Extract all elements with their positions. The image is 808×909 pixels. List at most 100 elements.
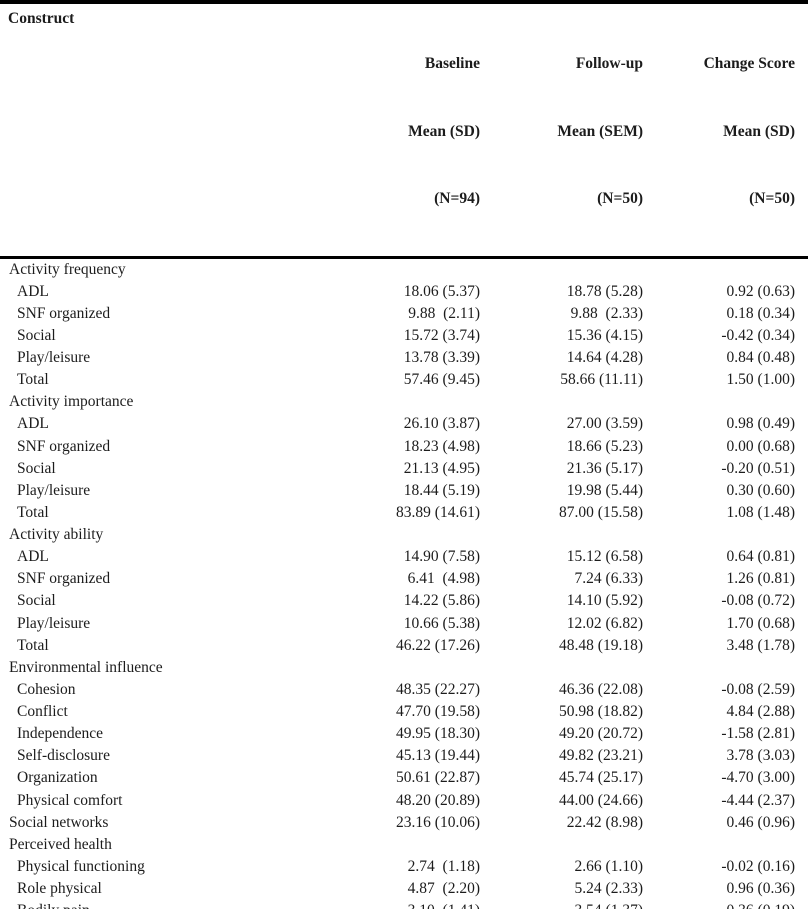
table-row: Activity ability xyxy=(0,524,808,546)
baseline-cell: 21.13 (4.95) xyxy=(403,459,480,477)
followup-cell: 14.10 (5.92) xyxy=(566,592,643,610)
construct-cell: ADL xyxy=(17,415,49,433)
column-header-construct: Construct xyxy=(8,10,75,27)
table-body: Activity frequency ADL 18.06 (5.37) 18.7… xyxy=(0,259,808,909)
followup-cell: 7.24 (6.33) xyxy=(574,570,643,588)
change-score-cell: 1.70 (0.68) xyxy=(726,614,795,632)
construct-cell: ADL xyxy=(17,282,49,300)
followup-cell: 48.48 (19.18) xyxy=(559,636,643,654)
baseline-cell: 4.87 (2.20) xyxy=(407,880,480,898)
followup-cell: 9.88 (2.33) xyxy=(570,304,643,322)
construct-cell: Bodily pain xyxy=(0,901,318,909)
baseline-cell: 49.95 (18.30) xyxy=(396,725,480,743)
change-score-cell: 0.84 (0.48) xyxy=(726,349,795,367)
table-row: Independence 49.95 (18.30) 49.20 (20.72)… xyxy=(0,723,808,745)
table-row: Total 57.46 (9.45) 58.66 (11.11) 1.50 (1… xyxy=(0,369,808,391)
table-row: Role physical 4.87 (2.20) 5.24 (2.33) 0.… xyxy=(0,878,808,900)
table-row: Social 21.13 (4.95) 21.36 (5.17) -0.20 (… xyxy=(0,458,808,480)
baseline-cell: 13.78 (3.39) xyxy=(403,349,480,367)
table-header: Construct Baseline Mean (SD) (N=94) Foll… xyxy=(0,4,808,256)
construct-cell: Conflict xyxy=(17,703,68,721)
header-separator-rule xyxy=(0,255,808,259)
construct-cell: Social xyxy=(17,592,56,610)
baseline-cell: 50.61 (22.87) xyxy=(396,769,480,787)
followup-cell: 15.12 (6.58) xyxy=(566,548,643,566)
table-row: Social 14.22 (5.86) 14.10 (5.92) -0.08 (… xyxy=(0,590,808,612)
baseline-header-statistic: Mean (SD) xyxy=(408,122,480,140)
column-header-baseline: Baseline Mean (SD) (N=94) xyxy=(318,8,488,256)
baseline-cell: 10.66 (5.38) xyxy=(403,614,480,632)
construct-cell: Physical comfort xyxy=(17,791,123,809)
table-row: ADL 18.06 (5.37) 18.78 (5.28) 0.92 (0.63… xyxy=(0,281,808,303)
construct-cell: Total xyxy=(17,371,49,389)
construct-cell: Activity frequency xyxy=(9,260,126,278)
followup-cell: 22.42 (8.98) xyxy=(566,813,643,831)
construct-cell: Perceived health xyxy=(9,835,112,853)
change-score-cell: 0.46 (0.96) xyxy=(726,813,795,831)
table-row: Conflict 47.70 (19.58) 50.98 (18.82) 4.8… xyxy=(0,701,808,723)
table-row: Social 15.72 (3.74) 15.36 (4.15) -0.42 (… xyxy=(0,325,808,347)
baseline-header-sample-size: (N=94) xyxy=(434,190,480,207)
change-score-cell: -4.70 (3.00) xyxy=(721,769,795,787)
construct-cell: SNF organized xyxy=(17,570,111,588)
column-header-followup: Follow-up Mean (SEM) (N=50) xyxy=(488,8,653,256)
construct-cell: Total xyxy=(17,503,49,521)
table-row: Social networks 23.16 (10.06) 22.42 (8.9… xyxy=(0,812,808,834)
table-row: SNF organized 6.41 (4.98) 7.24 (6.33) 1.… xyxy=(0,568,808,590)
change-score-cell: 0.30 (0.60) xyxy=(726,481,795,499)
table-row: Environmental influence xyxy=(0,657,808,679)
table-row: Physical functioning 2.74 (1.18) 2.66 (1… xyxy=(0,856,808,878)
construct-cell: Role physical xyxy=(17,880,102,898)
change-score-cell: 0.96 (0.36) xyxy=(726,880,795,898)
baseline-cell: 23.16 (10.06) xyxy=(396,813,480,831)
table-row: SNF organized 9.88 (2.11) 9.88 (2.33) 0.… xyxy=(0,303,808,325)
baseline-cell: 83.89 (14.61) xyxy=(396,503,480,521)
followup-header-sample-size: (N=50) xyxy=(597,190,643,207)
change-score-cell: -0.20 (0.51) xyxy=(721,459,795,477)
table-row: Physical comfort 48.20 (20.89) 44.00 (24… xyxy=(0,790,808,812)
change-score-cell: 1.08 (1.48) xyxy=(726,503,795,521)
construct-cell: Organization xyxy=(17,769,98,787)
change-header-title: Change Score xyxy=(703,55,795,72)
followup-cell: 19.98 (5.44) xyxy=(566,481,643,499)
construct-cell: Cohesion xyxy=(17,680,76,698)
change-score-cell: 0.00 (0.68) xyxy=(726,437,795,455)
table-row: Organization 50.61 (22.87) 45.74 (25.17)… xyxy=(0,767,808,789)
change-score-cell: 1.26 (0.81) xyxy=(726,570,795,588)
construct-cell: Social xyxy=(17,326,56,344)
construct-cell: SNF organized xyxy=(17,437,111,455)
table-row: SNF organized 18.23 (4.98) 18.66 (5.23) … xyxy=(0,436,808,458)
table-row: Self-disclosure 45.13 (19.44) 49.82 (23.… xyxy=(0,745,808,767)
table-row: Activity importance xyxy=(0,391,808,413)
construct-cell: Play/leisure xyxy=(17,481,91,499)
construct-cell: Social networks xyxy=(9,813,109,831)
baseline-cell: 6.41 (4.98) xyxy=(407,570,480,588)
table-row: Play/leisure 10.66 (5.38) 12.02 (6.82) 1… xyxy=(0,613,808,635)
construct-cell: Total xyxy=(17,636,49,654)
followup-cell: 12.02 (6.82) xyxy=(566,614,643,632)
baseline-cell: 14.90 (7.58) xyxy=(403,548,480,566)
baseline-cell: 18.44 (5.19) xyxy=(403,481,480,499)
baseline-cell: 26.10 (3.87) xyxy=(403,415,480,433)
baseline-cell: 9.88 (2.11) xyxy=(408,304,480,322)
baseline-cell: 48.20 (20.89) xyxy=(396,791,480,809)
baseline-cell: 18.23 (4.98) xyxy=(403,437,480,455)
construct-cell: Physical functioning xyxy=(17,857,145,875)
baseline-cell: 48.35 (22.27) xyxy=(396,680,480,698)
table-row: Play/leisure 18.44 (5.19) 19.98 (5.44) 0… xyxy=(0,480,808,502)
construct-cell: ADL xyxy=(17,548,49,566)
followup-cell: 3.54 (1.37) xyxy=(488,901,653,909)
change-score-cell: 0.18 (0.34) xyxy=(726,304,795,322)
followup-cell: 87.00 (15.58) xyxy=(559,503,643,521)
baseline-cell: 47.70 (19.58) xyxy=(396,703,480,721)
change-score-cell: 4.84 (2.88) xyxy=(726,703,795,721)
table-row: Total 83.89 (14.61) 87.00 (15.58) 1.08 (… xyxy=(0,502,808,524)
baseline-cell: 15.72 (3.74) xyxy=(403,326,480,344)
followup-cell: 50.98 (18.82) xyxy=(559,703,643,721)
table-row: Bodily pain 3.10 (1.41) 3.54 (1.37) 0.36… xyxy=(0,900,808,909)
baseline-header-title: Baseline xyxy=(424,55,480,72)
change-score-cell: 0.64 (0.81) xyxy=(726,548,795,566)
followup-cell: 18.78 (5.28) xyxy=(566,282,643,300)
construct-cell: SNF organized xyxy=(17,304,111,322)
baseline-cell: 14.22 (5.86) xyxy=(403,592,480,610)
